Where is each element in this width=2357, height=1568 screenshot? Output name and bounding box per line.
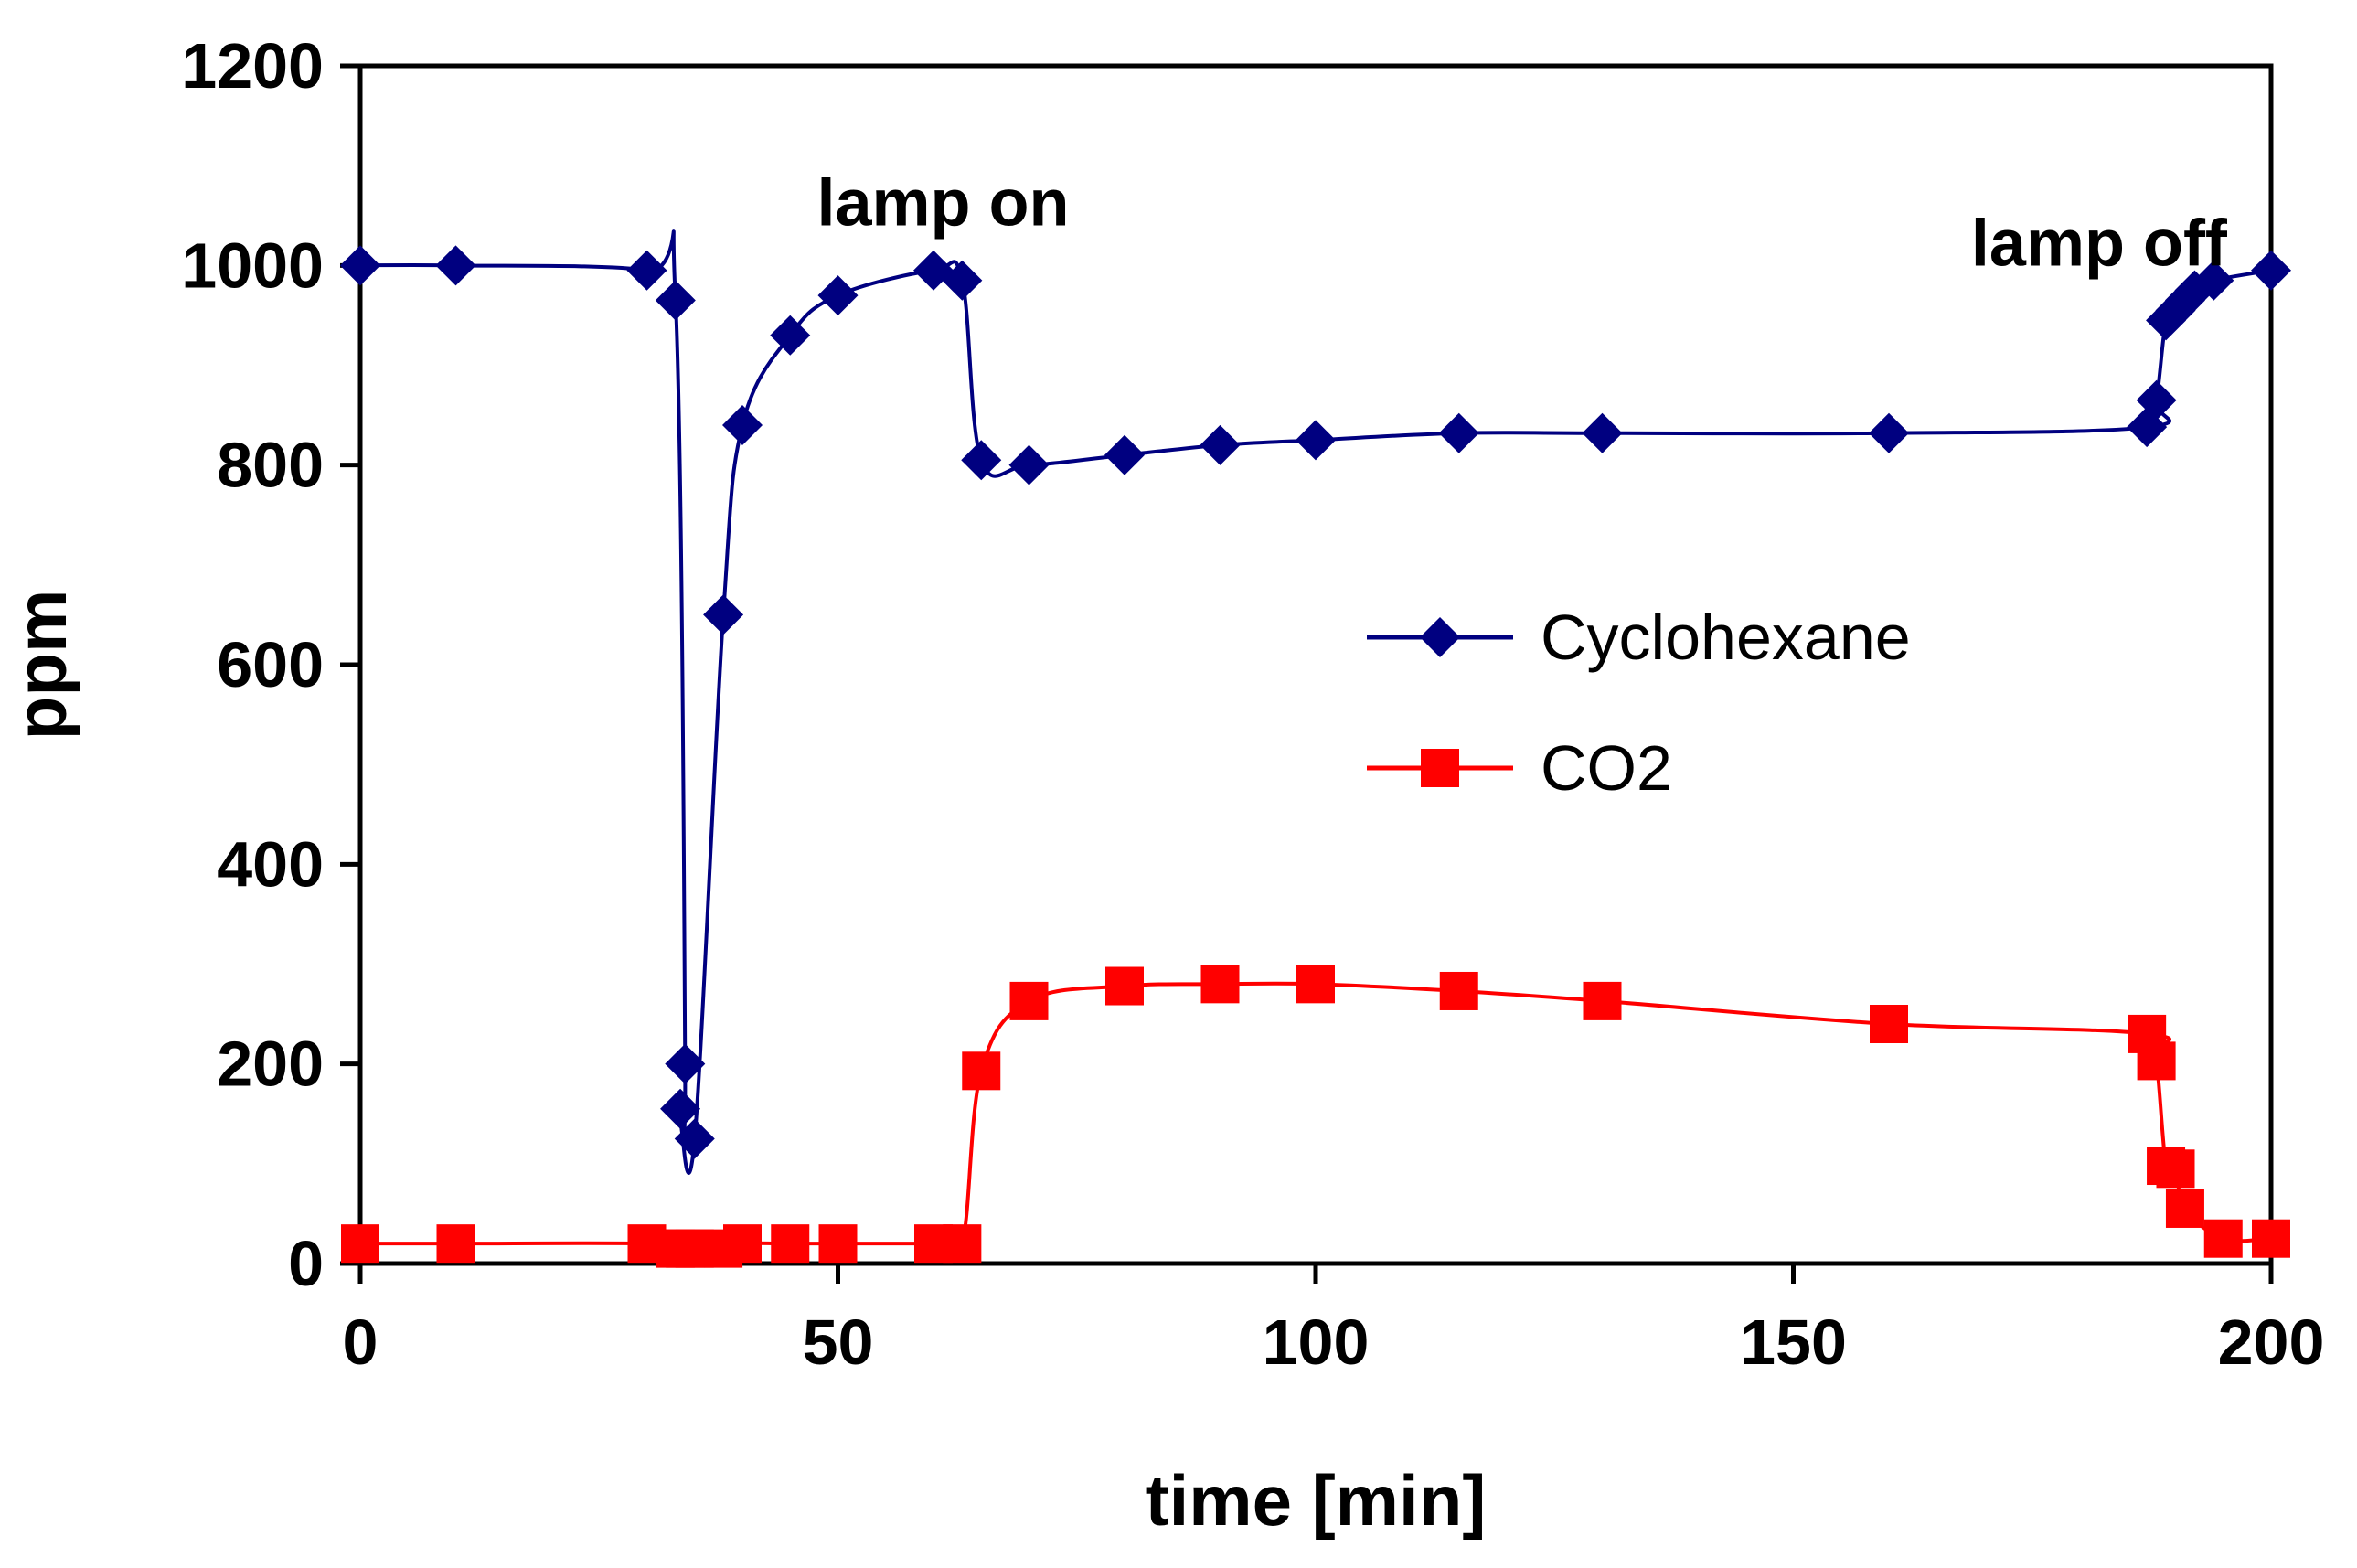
y-axis-title: ppm — [1, 590, 81, 741]
series-layer — [340, 229, 2291, 1268]
data-point-co2-12 — [962, 1051, 1001, 1091]
data-point-cyclohexane-27 — [2193, 260, 2234, 301]
y-tick-label-1200: 1200 — [181, 30, 324, 101]
x-tick-label-100: 100 — [1263, 1307, 1370, 1378]
legend: Cyclohexane CO2 — [1367, 602, 1911, 804]
y-tick-label-0: 0 — [288, 1228, 324, 1299]
data-point-co2-0 — [341, 1224, 379, 1264]
data-point-cyclohexane-15 — [1104, 434, 1145, 475]
y-tick-label-200: 200 — [217, 1029, 324, 1100]
series-co2 — [341, 965, 2290, 1268]
data-point-cyclohexane-2 — [626, 250, 667, 291]
data-point-co2-14 — [1105, 966, 1144, 1006]
data-point-co2-8 — [771, 1224, 810, 1264]
y-tick-label-400: 400 — [217, 828, 324, 900]
data-point-cyclohexane-20 — [1869, 412, 1909, 453]
annotation-lamp-on: lamp on — [816, 167, 1069, 240]
data-point-co2-21 — [2137, 1041, 2176, 1081]
y-tick-label-600: 600 — [217, 629, 324, 700]
data-point-co2-9 — [818, 1224, 858, 1264]
data-point-cyclohexane-6 — [674, 1118, 715, 1159]
data-point-co2-7 — [723, 1224, 762, 1264]
data-point-co2-15 — [1200, 965, 1240, 1004]
data-point-cyclohexane-19 — [1582, 412, 1623, 453]
legend-marker-co2 — [1421, 749, 1459, 787]
data-point-co2-13 — [1009, 981, 1049, 1020]
data-point-cyclohexane-18 — [1438, 412, 1479, 453]
data-point-cyclohexane-13 — [961, 440, 1002, 481]
data-point-cyclohexane-22 — [2136, 379, 2177, 421]
data-point-co2-19 — [1870, 1005, 1908, 1043]
annotation-lamp-off: lamp off — [1971, 207, 2228, 280]
data-point-cyclohexane-9 — [770, 315, 811, 356]
data-point-co2-17 — [1439, 971, 1478, 1010]
data-point-co2-11 — [943, 1224, 982, 1264]
data-point-co2-16 — [1296, 965, 1335, 1004]
x-axis-title: time [min] — [1146, 1460, 1487, 1541]
data-point-cyclohexane-5 — [660, 1088, 701, 1129]
series-cyclohexane — [340, 229, 2291, 1175]
x-tick-label-150: 150 — [1740, 1307, 1847, 1378]
data-point-cyclohexane-14 — [1008, 444, 1050, 485]
y-axis: 0 200 400 600 800 1000 1200 — [181, 30, 360, 1299]
data-point-cyclohexane-4 — [665, 1043, 706, 1084]
x-tick-label-0: 0 — [343, 1307, 379, 1378]
data-point-co2-18 — [1583, 981, 1622, 1020]
data-point-co2-23 — [2156, 1149, 2195, 1189]
x-tick-label-200: 200 — [2218, 1307, 2325, 1378]
y-tick-label-1000: 1000 — [181, 229, 324, 301]
data-point-cyclohexane-0 — [340, 245, 380, 286]
data-point-cyclohexane-10 — [817, 275, 859, 316]
y-tick-label-800: 800 — [217, 430, 324, 501]
legend-marker-cyclohexane — [1420, 617, 1460, 657]
data-point-co2-26 — [2252, 1219, 2290, 1258]
data-point-cyclohexane-1 — [435, 245, 476, 286]
x-tick-label-50: 50 — [803, 1307, 874, 1378]
legend-label-cyclohexane: Cyclohexane — [1541, 602, 1911, 673]
data-point-cyclohexane-28 — [2251, 250, 2291, 291]
data-point-cyclohexane-12 — [942, 260, 983, 301]
x-axis: 0 50 100 150 200 — [343, 1264, 2325, 1378]
data-point-co2-1 — [436, 1224, 475, 1264]
data-point-cyclohexane-8 — [722, 405, 763, 445]
annotation-layer: lamp on lamp off — [816, 167, 2227, 281]
data-point-co2-25 — [2203, 1219, 2243, 1258]
data-point-cyclohexane-3 — [655, 280, 696, 321]
data-point-cyclohexane-17 — [1296, 420, 1336, 461]
data-point-cyclohexane-16 — [1200, 424, 1241, 465]
data-point-cyclohexane-7 — [703, 594, 744, 635]
data-point-co2-24 — [2165, 1189, 2204, 1228]
legend-label-co2: CO2 — [1541, 732, 1672, 804]
